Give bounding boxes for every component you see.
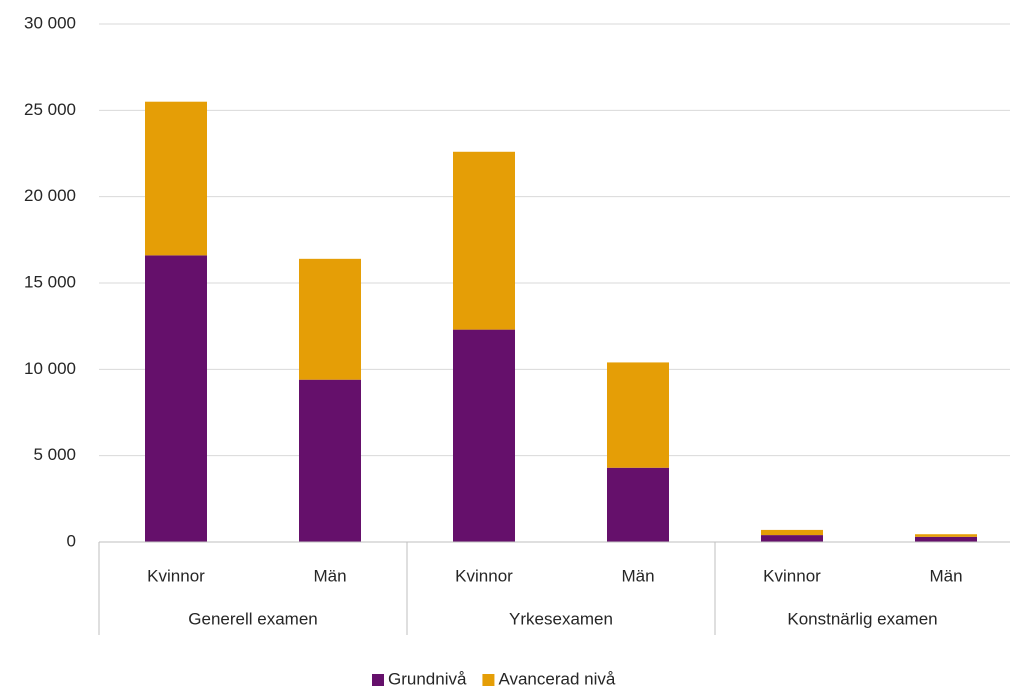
y-tick-label: 30 000 (24, 13, 76, 32)
y-tick-label: 5 000 (33, 445, 76, 464)
group-label: Konstnärlig examen (787, 609, 937, 628)
bar-segment (145, 255, 207, 542)
bar-segment (453, 329, 515, 542)
bar-segment (761, 535, 823, 542)
group-label: Generell examen (188, 609, 317, 628)
legend-swatch (372, 674, 384, 686)
y-tick-label: 25 000 (24, 100, 76, 119)
bar-segment (145, 101, 207, 256)
x-tick-label: Män (313, 566, 346, 585)
y-tick-label: 10 000 (24, 359, 76, 378)
x-tick-label: Kvinnor (763, 566, 821, 585)
bar-segment (299, 379, 361, 542)
bar-segment (607, 467, 669, 542)
bar-segment (915, 536, 977, 542)
y-tick-label: 15 000 (24, 272, 76, 291)
bar-segment (915, 534, 977, 537)
x-tick-label: Kvinnor (455, 566, 513, 585)
y-tick-label: 0 (67, 531, 76, 550)
bar-segment (607, 362, 669, 468)
group-label: Yrkesexamen (509, 609, 613, 628)
y-tick-label: 20 000 (24, 186, 76, 205)
bar-segment (761, 529, 823, 536)
legend-swatch (482, 674, 495, 686)
bar-segment (453, 151, 515, 330)
x-tick-label: Män (929, 566, 962, 585)
x-tick-label: Kvinnor (147, 566, 205, 585)
x-tick-label: Män (621, 566, 654, 585)
legend-label: Avancerad nivå (498, 669, 615, 688)
legend-label: Grundnivå (388, 669, 467, 688)
bar-segment (299, 258, 361, 380)
